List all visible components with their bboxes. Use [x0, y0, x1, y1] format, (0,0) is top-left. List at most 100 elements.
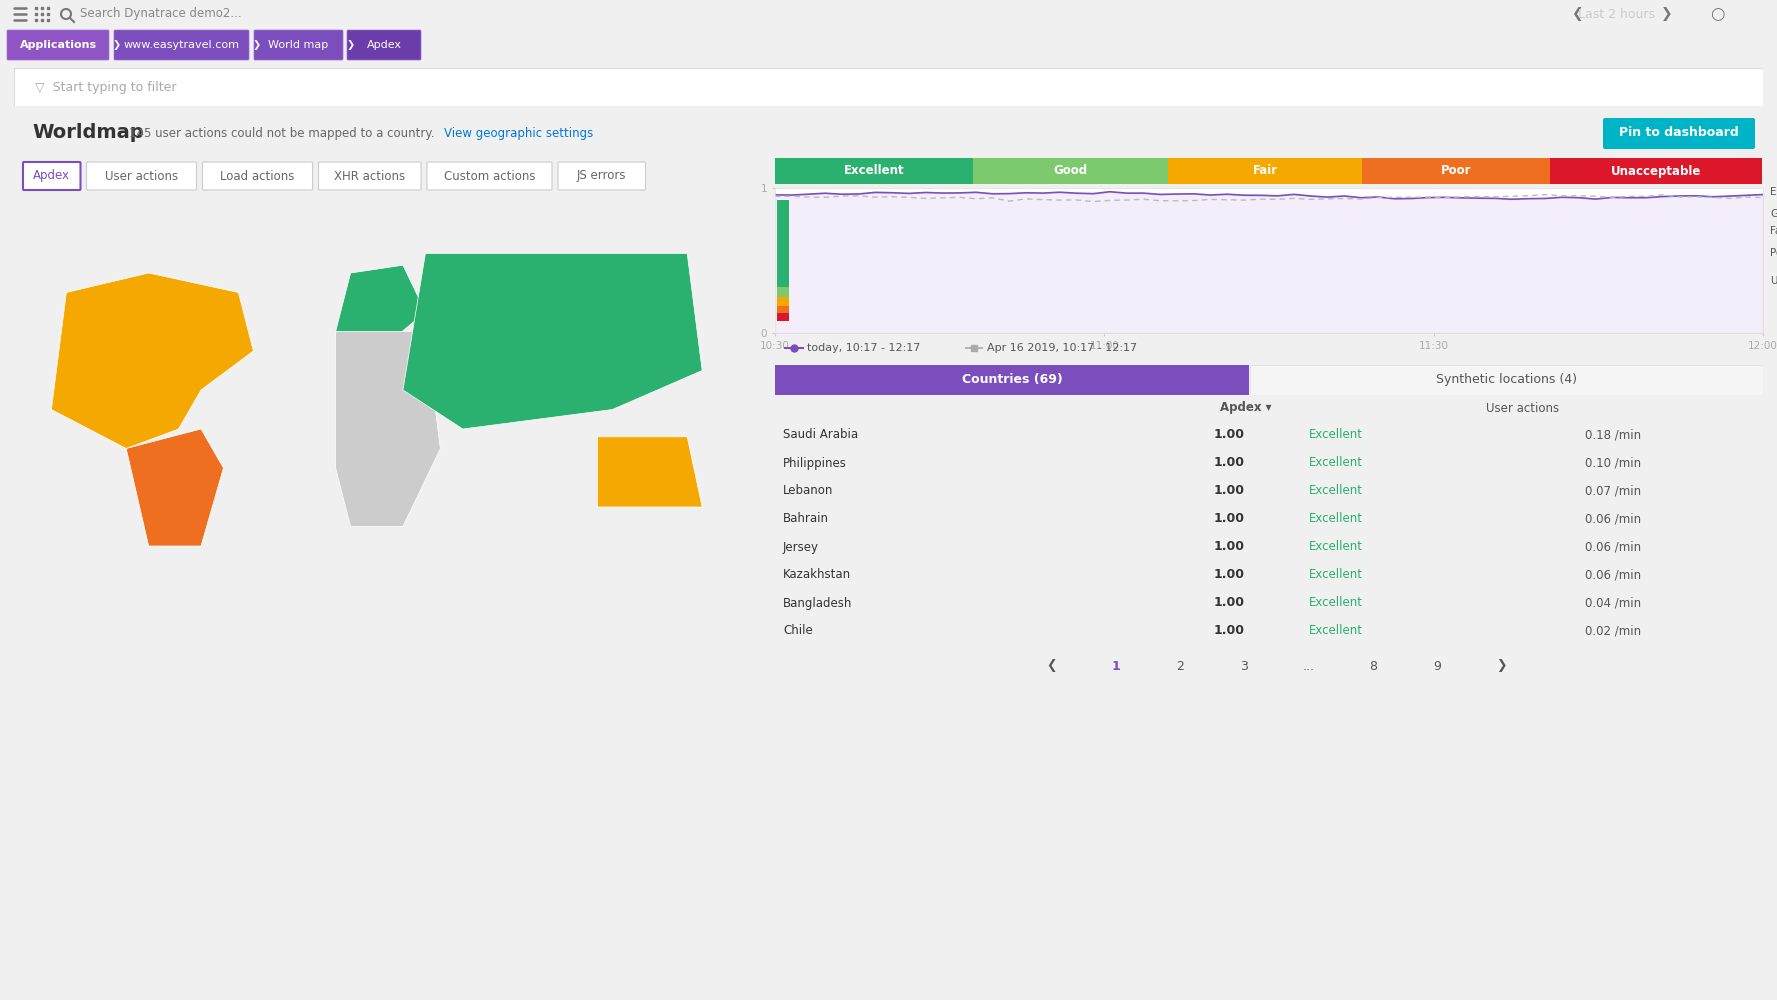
Text: 8: 8 — [1368, 660, 1377, 672]
FancyBboxPatch shape — [318, 162, 421, 190]
Text: Saudi Arabia: Saudi Arabia — [784, 428, 858, 442]
Text: Excellent: Excellent — [1770, 187, 1777, 197]
Text: 0.18 /min: 0.18 /min — [1585, 428, 1642, 442]
Text: www.easytravel.com: www.easytravel.com — [123, 40, 240, 50]
Text: Worldmap: Worldmap — [32, 123, 144, 142]
Text: Apdex ▾: Apdex ▾ — [1219, 401, 1271, 414]
FancyBboxPatch shape — [558, 162, 645, 190]
Text: Unacceptable: Unacceptable — [1610, 164, 1701, 178]
Text: World map: World map — [268, 40, 329, 50]
Text: Excellent: Excellent — [1308, 512, 1363, 526]
FancyBboxPatch shape — [347, 30, 421, 60]
Text: Applications: Applications — [20, 40, 96, 50]
Bar — [777, 306, 789, 313]
FancyBboxPatch shape — [1603, 118, 1756, 149]
Text: User actions: User actions — [1486, 401, 1560, 414]
Text: ❯: ❯ — [1661, 7, 1672, 21]
Bar — [972, 158, 1167, 184]
Text: Poor: Poor — [1770, 248, 1777, 258]
Text: Custom actions: Custom actions — [444, 169, 535, 182]
Text: Last 2 hours: Last 2 hours — [1578, 7, 1656, 20]
Text: Chile: Chile — [784, 624, 812, 638]
Polygon shape — [52, 273, 254, 448]
FancyBboxPatch shape — [23, 162, 80, 190]
Text: 0.02 /min: 0.02 /min — [1585, 624, 1642, 638]
Text: JS errors: JS errors — [578, 169, 627, 182]
Polygon shape — [126, 429, 224, 546]
Text: 1.00: 1.00 — [1214, 568, 1246, 582]
Text: 1.00: 1.00 — [1214, 624, 1246, 638]
Text: Philippines: Philippines — [784, 456, 848, 470]
Text: User actions: User actions — [105, 169, 178, 182]
Text: 3: 3 — [1240, 660, 1247, 672]
Text: Excellent: Excellent — [1308, 596, 1363, 609]
Text: 9: 9 — [1432, 660, 1441, 672]
Text: Search Dynatrace demo2...: Search Dynatrace demo2... — [80, 7, 242, 20]
Text: Poor: Poor — [1441, 164, 1471, 178]
Text: Kazakhstan: Kazakhstan — [784, 568, 851, 582]
Bar — [1361, 158, 1550, 184]
Text: 1.00: 1.00 — [1214, 512, 1246, 526]
Text: 0.06 /min: 0.06 /min — [1585, 540, 1642, 554]
Text: XHR actions: XHR actions — [334, 169, 405, 182]
Text: Excellent: Excellent — [1308, 568, 1363, 582]
Text: Synthetic locations (4): Synthetic locations (4) — [1436, 373, 1576, 386]
Text: 0.06 /min: 0.06 /min — [1585, 568, 1642, 582]
Text: ❮: ❮ — [1571, 7, 1583, 21]
Polygon shape — [336, 332, 441, 526]
FancyBboxPatch shape — [203, 162, 313, 190]
Text: Unacceptable: Unacceptable — [1770, 276, 1777, 286]
Text: Apr 16 2019, 10:17 - 12:17: Apr 16 2019, 10:17 - 12:17 — [986, 343, 1137, 353]
Text: Excellent: Excellent — [1308, 485, 1363, 497]
Text: Apdex: Apdex — [34, 169, 71, 182]
Text: Good: Good — [1054, 164, 1088, 178]
Text: ❯: ❯ — [347, 40, 355, 50]
Text: ❯: ❯ — [1496, 660, 1507, 672]
Text: Good: Good — [1770, 209, 1777, 219]
Bar — [777, 287, 789, 297]
Polygon shape — [336, 265, 425, 343]
Bar — [777, 313, 789, 321]
Text: Jersey: Jersey — [784, 540, 819, 554]
Bar — [775, 158, 972, 184]
Polygon shape — [597, 437, 702, 507]
Text: Countries (69): Countries (69) — [961, 373, 1063, 386]
Text: Excellent: Excellent — [1308, 540, 1363, 554]
Text: Pin to dashboard: Pin to dashboard — [1619, 126, 1740, 139]
Bar — [777, 297, 789, 306]
Text: today, 10:17 - 12:17: today, 10:17 - 12:17 — [807, 343, 920, 353]
Text: 145 user actions could not be mapped to a country.: 145 user actions could not be mapped to … — [130, 126, 435, 139]
Bar — [1167, 158, 1361, 184]
Text: Excellent: Excellent — [1308, 456, 1363, 470]
Text: 1.00: 1.00 — [1214, 596, 1246, 609]
Text: ▽  Start typing to filter: ▽ Start typing to filter — [36, 81, 176, 94]
Text: Fair: Fair — [1253, 164, 1278, 178]
Text: Bangladesh: Bangladesh — [784, 596, 853, 609]
Text: ❮: ❮ — [1047, 660, 1057, 672]
Text: View geographic settings: View geographic settings — [444, 126, 594, 139]
Text: 0.10 /min: 0.10 /min — [1585, 456, 1642, 470]
Text: 0.07 /min: 0.07 /min — [1585, 485, 1642, 497]
FancyBboxPatch shape — [254, 30, 343, 60]
Text: 2: 2 — [1176, 660, 1183, 672]
Text: 1.00: 1.00 — [1214, 485, 1246, 497]
Bar — [777, 200, 789, 287]
Text: ...: ... — [1303, 660, 1315, 672]
Text: ❯: ❯ — [252, 40, 261, 50]
FancyBboxPatch shape — [7, 30, 108, 60]
Text: Load actions: Load actions — [220, 169, 295, 182]
Text: ○: ○ — [1709, 5, 1724, 23]
Text: Apdex: Apdex — [366, 40, 402, 50]
Polygon shape — [403, 254, 702, 429]
Text: 0.06 /min: 0.06 /min — [1585, 512, 1642, 526]
Text: 0.04 /min: 0.04 /min — [1585, 596, 1642, 609]
Text: 1.00: 1.00 — [1214, 428, 1246, 442]
FancyBboxPatch shape — [87, 162, 197, 190]
Bar — [775, 365, 1249, 395]
Bar — [1251, 365, 1763, 395]
Text: 1.00: 1.00 — [1214, 456, 1246, 470]
Text: Excellent: Excellent — [1308, 428, 1363, 442]
FancyBboxPatch shape — [114, 30, 249, 60]
Text: Fair: Fair — [1770, 227, 1777, 236]
Text: ❯: ❯ — [114, 40, 121, 50]
